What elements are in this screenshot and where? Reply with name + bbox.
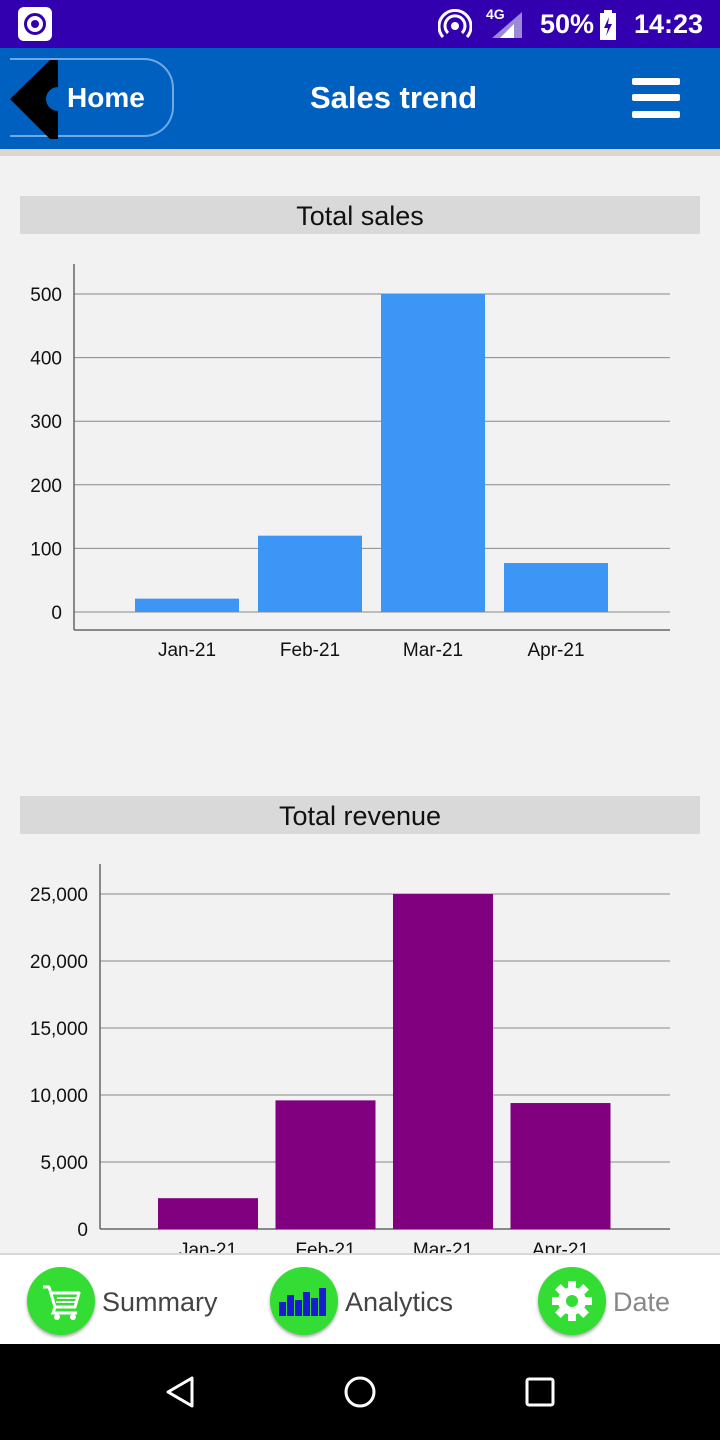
- y-tick-label: 100: [30, 539, 62, 560]
- bar-apr-21[interactable]: [504, 563, 608, 612]
- bar-jan-21[interactable]: [158, 1198, 258, 1229]
- bar-chart-icon: [270, 1267, 338, 1335]
- y-tick-label: 300: [30, 412, 62, 433]
- y-tick-label: 200: [30, 476, 62, 497]
- y-tick-label: 5,000: [40, 1153, 88, 1174]
- back-icon[interactable]: [162, 1374, 198, 1410]
- x-tick-label: Apr-21: [532, 1240, 589, 1253]
- clock: 14:23: [634, 9, 704, 39]
- x-tick-label: Feb-21: [280, 640, 340, 661]
- bar-mar-21[interactable]: [381, 294, 485, 612]
- x-tick-label: Jan-21: [158, 640, 216, 661]
- home-back-button[interactable]: Home: [10, 58, 174, 139]
- bar-feb-21[interactable]: [275, 1100, 376, 1229]
- back-arrow-icon: [10, 60, 58, 139]
- home-icon[interactable]: [342, 1374, 378, 1410]
- y-tick-label: 0: [51, 603, 62, 624]
- y-tick-label: 400: [30, 349, 62, 370]
- battery-percentage: 50%: [540, 9, 595, 39]
- y-tick-label: 25,000: [30, 885, 88, 906]
- network-type: 4G: [486, 6, 505, 22]
- x-tick-label: Mar-21: [413, 1240, 473, 1253]
- revenue-bar-chart: 0 5,000 10,000 15,000 20,000 25,000 Jan-21 Feb-…: [30, 864, 670, 1253]
- y-tick-label: 0: [77, 1220, 88, 1241]
- page-title: Sales trend: [309, 80, 478, 115]
- x-tick-label: Jan-21: [179, 1240, 237, 1253]
- sales-bar-chart: 0 100 200 300 400 500 Jan-21 Feb-21 Mar-21 Apr-21: [30, 264, 670, 661]
- x-tick-label: Feb-21: [295, 1240, 355, 1253]
- y-tick-label: 10,000: [30, 1086, 88, 1107]
- bar-apr-21[interactable]: [510, 1103, 611, 1229]
- hamburger-menu-icon[interactable]: [632, 78, 680, 118]
- system-navigation-bar: [0, 1344, 720, 1440]
- y-tick-label: 15,000: [30, 1019, 88, 1040]
- app-bar: Home Sales trend: [0, 48, 720, 149]
- nav-summary-label: Summary: [102, 1287, 218, 1317]
- x-tick-label: Apr-21: [527, 640, 584, 661]
- battery-charging-icon: [600, 10, 616, 40]
- cart-icon: [27, 1267, 95, 1335]
- signal-icon: [492, 12, 522, 38]
- nav-date-label: Date: [613, 1287, 671, 1317]
- nav-analytics-label: Analytics: [345, 1287, 454, 1317]
- chart-title-sales: Total sales: [20, 196, 700, 234]
- home-label: Home: [67, 82, 145, 113]
- app-notification-icon: [18, 7, 52, 41]
- y-tick-label: 20,000: [30, 952, 88, 973]
- bar-jan-21[interactable]: [135, 598, 239, 612]
- app-bar-shadow: [0, 149, 720, 156]
- status-bar: 4G 50% 14:23: [0, 0, 720, 48]
- y-tick-label: 500: [30, 285, 62, 306]
- x-tick-label: Mar-21: [403, 640, 463, 661]
- bottom-navigation: Summary Analytics: [0, 1253, 720, 1344]
- chart-title-revenue: Total revenue: [20, 796, 700, 834]
- hotspot-icon: [438, 9, 472, 38]
- recents-icon[interactable]: [524, 1376, 556, 1408]
- bar-feb-21[interactable]: [258, 535, 362, 612]
- gear-icon: [538, 1267, 606, 1335]
- bar-mar-21[interactable]: [393, 894, 493, 1229]
